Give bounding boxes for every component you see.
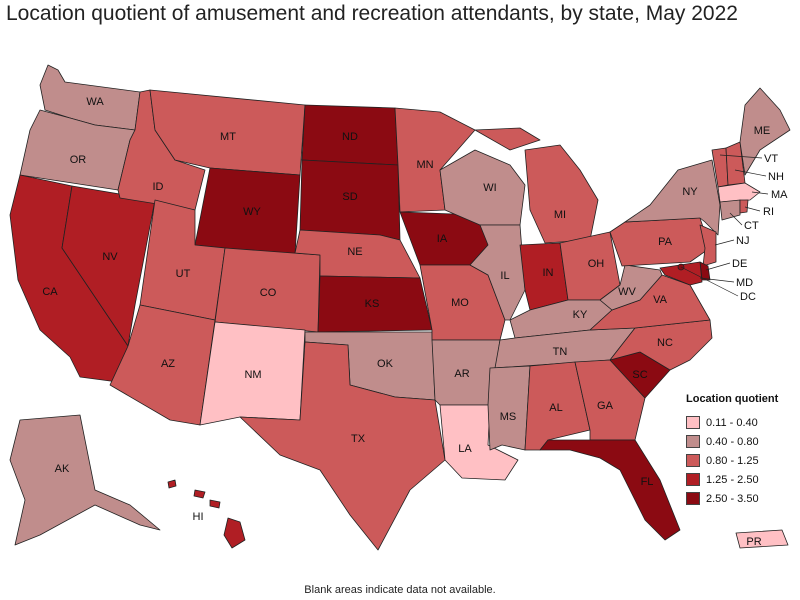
us-map: WA OR CA NV ID MT WY UT AZ CO NM ND SD N…	[0, 40, 800, 560]
footnote: Blank areas indicate data not available.	[304, 584, 496, 596]
callout-line-DE	[705, 262, 731, 271]
legend-label: 0.40 - 0.80	[706, 435, 759, 448]
label-MI: MI	[554, 209, 566, 221]
label-ME: ME	[754, 125, 771, 137]
label-VA: VA	[653, 294, 668, 306]
state-MA[interactable]	[717, 182, 761, 203]
label-UT: UT	[176, 268, 191, 280]
state-ME[interactable]	[739, 87, 791, 176]
label-MS: MS	[500, 411, 517, 423]
label-IN: IN	[543, 267, 554, 279]
callout-line-RI	[744, 206, 761, 212]
label-AL: AL	[549, 402, 562, 414]
legend-item: 0.40 - 0.80	[686, 432, 798, 451]
label-CA: CA	[42, 286, 58, 298]
label-SD: SD	[342, 191, 357, 203]
label-WY: WY	[243, 206, 261, 218]
legend-swatch-3	[686, 473, 700, 486]
callout-line-VT	[719, 154, 763, 159]
callout-line-NH	[734, 169, 767, 177]
legend-item: 0.11 - 0.40	[686, 413, 798, 432]
legend-item: 1.25 - 2.50	[686, 470, 798, 489]
label-MT: MT	[220, 131, 236, 143]
state-RI[interactable]	[739, 199, 749, 214]
label-WA: WA	[86, 96, 104, 108]
label-TN: TN	[553, 346, 568, 358]
legend-item: 2.50 - 3.50	[686, 489, 798, 508]
callout-line-CT	[729, 212, 743, 226]
legend: Location quotient 0.11 - 0.40 0.40 - 0.8…	[686, 393, 798, 508]
state-CT[interactable]	[719, 199, 741, 221]
label-OR: OR	[70, 154, 87, 166]
label-IL: IL	[500, 270, 509, 282]
state-WI[interactable]	[439, 149, 526, 226]
map-title: Location quotient of amusement and recre…	[6, 2, 738, 25]
label-KS: KS	[365, 298, 380, 310]
label-NH: NH	[768, 171, 784, 183]
label-NJ: NJ	[736, 235, 749, 247]
label-OK: OK	[377, 358, 394, 370]
territory-PR[interactable]	[735, 529, 789, 549]
label-NV: NV	[102, 251, 118, 263]
us-map-svg: WA OR CA NV ID MT WY UT AZ CO NM ND SD N…	[9, 64, 791, 551]
label-NC: NC	[657, 337, 673, 349]
legend-label: 0.11 - 0.40	[706, 416, 758, 429]
state-MI[interactable]	[474, 127, 599, 244]
label-PR: PR	[746, 536, 761, 548]
legend-swatch-0	[686, 416, 700, 429]
legend-label: 2.50 - 3.50	[706, 492, 759, 505]
label-NM: NM	[244, 369, 261, 381]
legend-label: 0.80 - 1.25	[706, 454, 759, 467]
legend-swatch-1	[686, 435, 700, 448]
label-DE: DE	[732, 258, 747, 270]
callout-line-NJ	[714, 239, 735, 246]
state-TX[interactable]	[239, 341, 446, 551]
state-MD[interactable]	[659, 261, 703, 286]
legend-swatch-2	[686, 454, 700, 467]
state-HI[interactable]	[167, 479, 246, 549]
legend-label: 1.25 - 2.50	[706, 473, 759, 486]
state-AK[interactable]	[9, 414, 161, 546]
label-ND: ND	[342, 131, 358, 143]
label-CO: CO	[260, 287, 277, 299]
label-NE: NE	[347, 246, 362, 258]
label-ID: ID	[153, 181, 164, 193]
label-LA: LA	[458, 443, 472, 455]
label-AK: AK	[55, 463, 70, 475]
label-MD: MD	[736, 277, 753, 289]
label-PA: PA	[658, 236, 673, 248]
callout-line-DC	[680, 266, 739, 297]
callout-line-MA	[751, 191, 769, 195]
label-IA: IA	[437, 233, 448, 245]
label-AZ: AZ	[161, 358, 175, 370]
label-SC: SC	[632, 369, 647, 381]
state-NJ[interactable]	[699, 224, 717, 267]
label-HI: HI	[193, 511, 204, 523]
state-WV[interactable]	[599, 264, 663, 311]
callout-line-MD	[699, 277, 735, 283]
label-TX: TX	[351, 433, 366, 445]
label-RI: RI	[763, 206, 774, 218]
state-FL[interactable]	[539, 439, 681, 541]
label-DC: DC	[740, 291, 756, 303]
label-MO: MO	[451, 297, 469, 309]
label-GA: GA	[597, 400, 614, 412]
label-WI: WI	[483, 182, 496, 194]
label-CT: CT	[744, 220, 759, 232]
legend-item: 0.80 - 1.25	[686, 451, 798, 470]
label-AR: AR	[454, 368, 469, 380]
label-WV: WV	[618, 286, 636, 298]
label-KY: KY	[573, 309, 588, 321]
label-OH: OH	[588, 258, 605, 270]
label-MA: MA	[771, 189, 788, 201]
label-NY: NY	[682, 186, 698, 198]
legend-title: Location quotient	[686, 393, 779, 405]
label-FL: FL	[641, 476, 654, 488]
label-MN: MN	[416, 159, 433, 171]
legend-swatch-4	[686, 492, 700, 505]
label-VT: VT	[764, 153, 778, 165]
state-MS[interactable]	[487, 365, 531, 451]
